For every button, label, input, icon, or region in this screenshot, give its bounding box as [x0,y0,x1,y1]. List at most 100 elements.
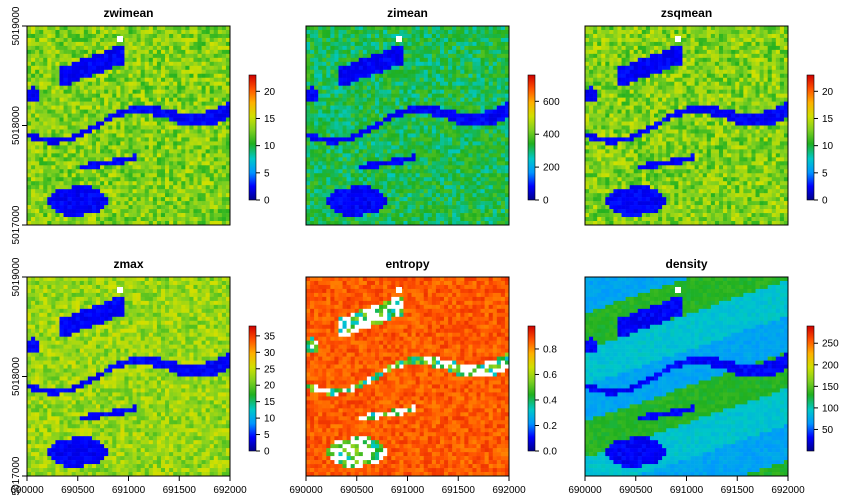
raster-cell [484,121,489,126]
raster-cell [383,65,388,71]
raster-cell [217,97,223,102]
raster-cell [423,105,429,110]
raster-cell [55,153,60,158]
raster-cell [366,101,372,106]
raster-cell [314,205,319,210]
raster-cell [395,117,400,122]
raster-cell [492,141,498,146]
raster-cell [452,77,457,83]
raster-cell [330,101,335,106]
raster-cell [181,105,186,110]
raster-cell [67,85,72,90]
raster-cell [395,26,400,31]
raster-cell [411,177,416,182]
raster-cell [366,33,372,39]
raster-cell [379,165,384,170]
raster-cell [379,45,384,51]
raster-cell [415,169,420,174]
raster-cell [189,37,194,43]
raster-cell [51,209,56,214]
raster-cell [160,89,166,94]
raster-cell [350,81,356,86]
raster-cell [217,93,223,98]
raster-cell [59,185,64,190]
raster-cell [383,113,388,118]
raster-cell [476,133,481,138]
raster-cell [169,217,174,222]
raster-cell [189,189,194,194]
raster-cell [197,197,202,202]
raster-cell [306,189,311,194]
raster-cell [444,41,449,47]
raster-cell [403,205,408,210]
raster-cell [350,61,356,67]
raster-cell [318,201,323,206]
raster-cell [330,213,335,218]
raster-cell [169,193,174,198]
raster-cell [91,49,97,55]
raster-cell [75,197,81,202]
raster-cell [411,189,416,194]
raster-cell [96,177,101,182]
raster-cell [383,41,388,47]
raster-cell [140,209,146,214]
raster-cell [165,189,170,194]
raster-cell [225,73,231,79]
raster-cell [370,153,376,158]
raster-cell [116,221,121,226]
raster-cell [318,189,323,194]
raster-cell [338,121,343,126]
raster-cell [189,217,194,222]
raster-cell [67,117,72,122]
raster-cell [144,93,150,98]
raster-cell [391,205,396,210]
raster-cell [383,149,388,154]
raster-cell [435,181,441,186]
raster-cell [415,209,420,214]
raster-cell [55,61,60,67]
raster-cell [391,181,396,186]
raster-cell [156,109,162,114]
raster-cell [156,181,162,186]
raster-cell [330,121,335,126]
raster-cell [330,117,335,122]
raster-cell [472,69,477,75]
raster-cell [100,181,105,186]
raster-cell [448,133,453,138]
raster-cell [306,109,311,114]
raster-cell [334,149,339,154]
raster-cell [104,197,109,202]
raster-cell [193,77,198,83]
raster-cell [116,201,121,206]
raster-cell [75,121,81,126]
raster-cell [104,105,109,110]
raster-cell [193,197,198,202]
raster-cell [391,221,396,226]
raster-cell [124,77,129,83]
raster-cell [492,61,498,67]
raster-cell [379,177,384,182]
raster-cell [51,105,56,110]
raster-cell [476,137,481,142]
raster-cell [370,101,376,106]
raster-cell [476,189,481,194]
raster-cell [120,189,125,194]
raster-cell [128,189,133,194]
raster-cell [370,73,376,79]
raster-cell [423,149,429,154]
raster-cell [63,117,68,122]
raster-cell [39,93,44,98]
raster-cell [366,189,372,194]
raster-cell [346,209,351,214]
raster-cell [488,141,494,146]
raster-cell [362,77,368,83]
raster-cell [496,173,502,178]
raster-cell [177,89,182,94]
raster-cell [75,217,81,222]
raster-cell [27,177,32,182]
raster-cell [189,53,194,59]
raster-cell [366,65,372,71]
raster-cell [338,73,343,79]
raster-cell [403,213,408,218]
